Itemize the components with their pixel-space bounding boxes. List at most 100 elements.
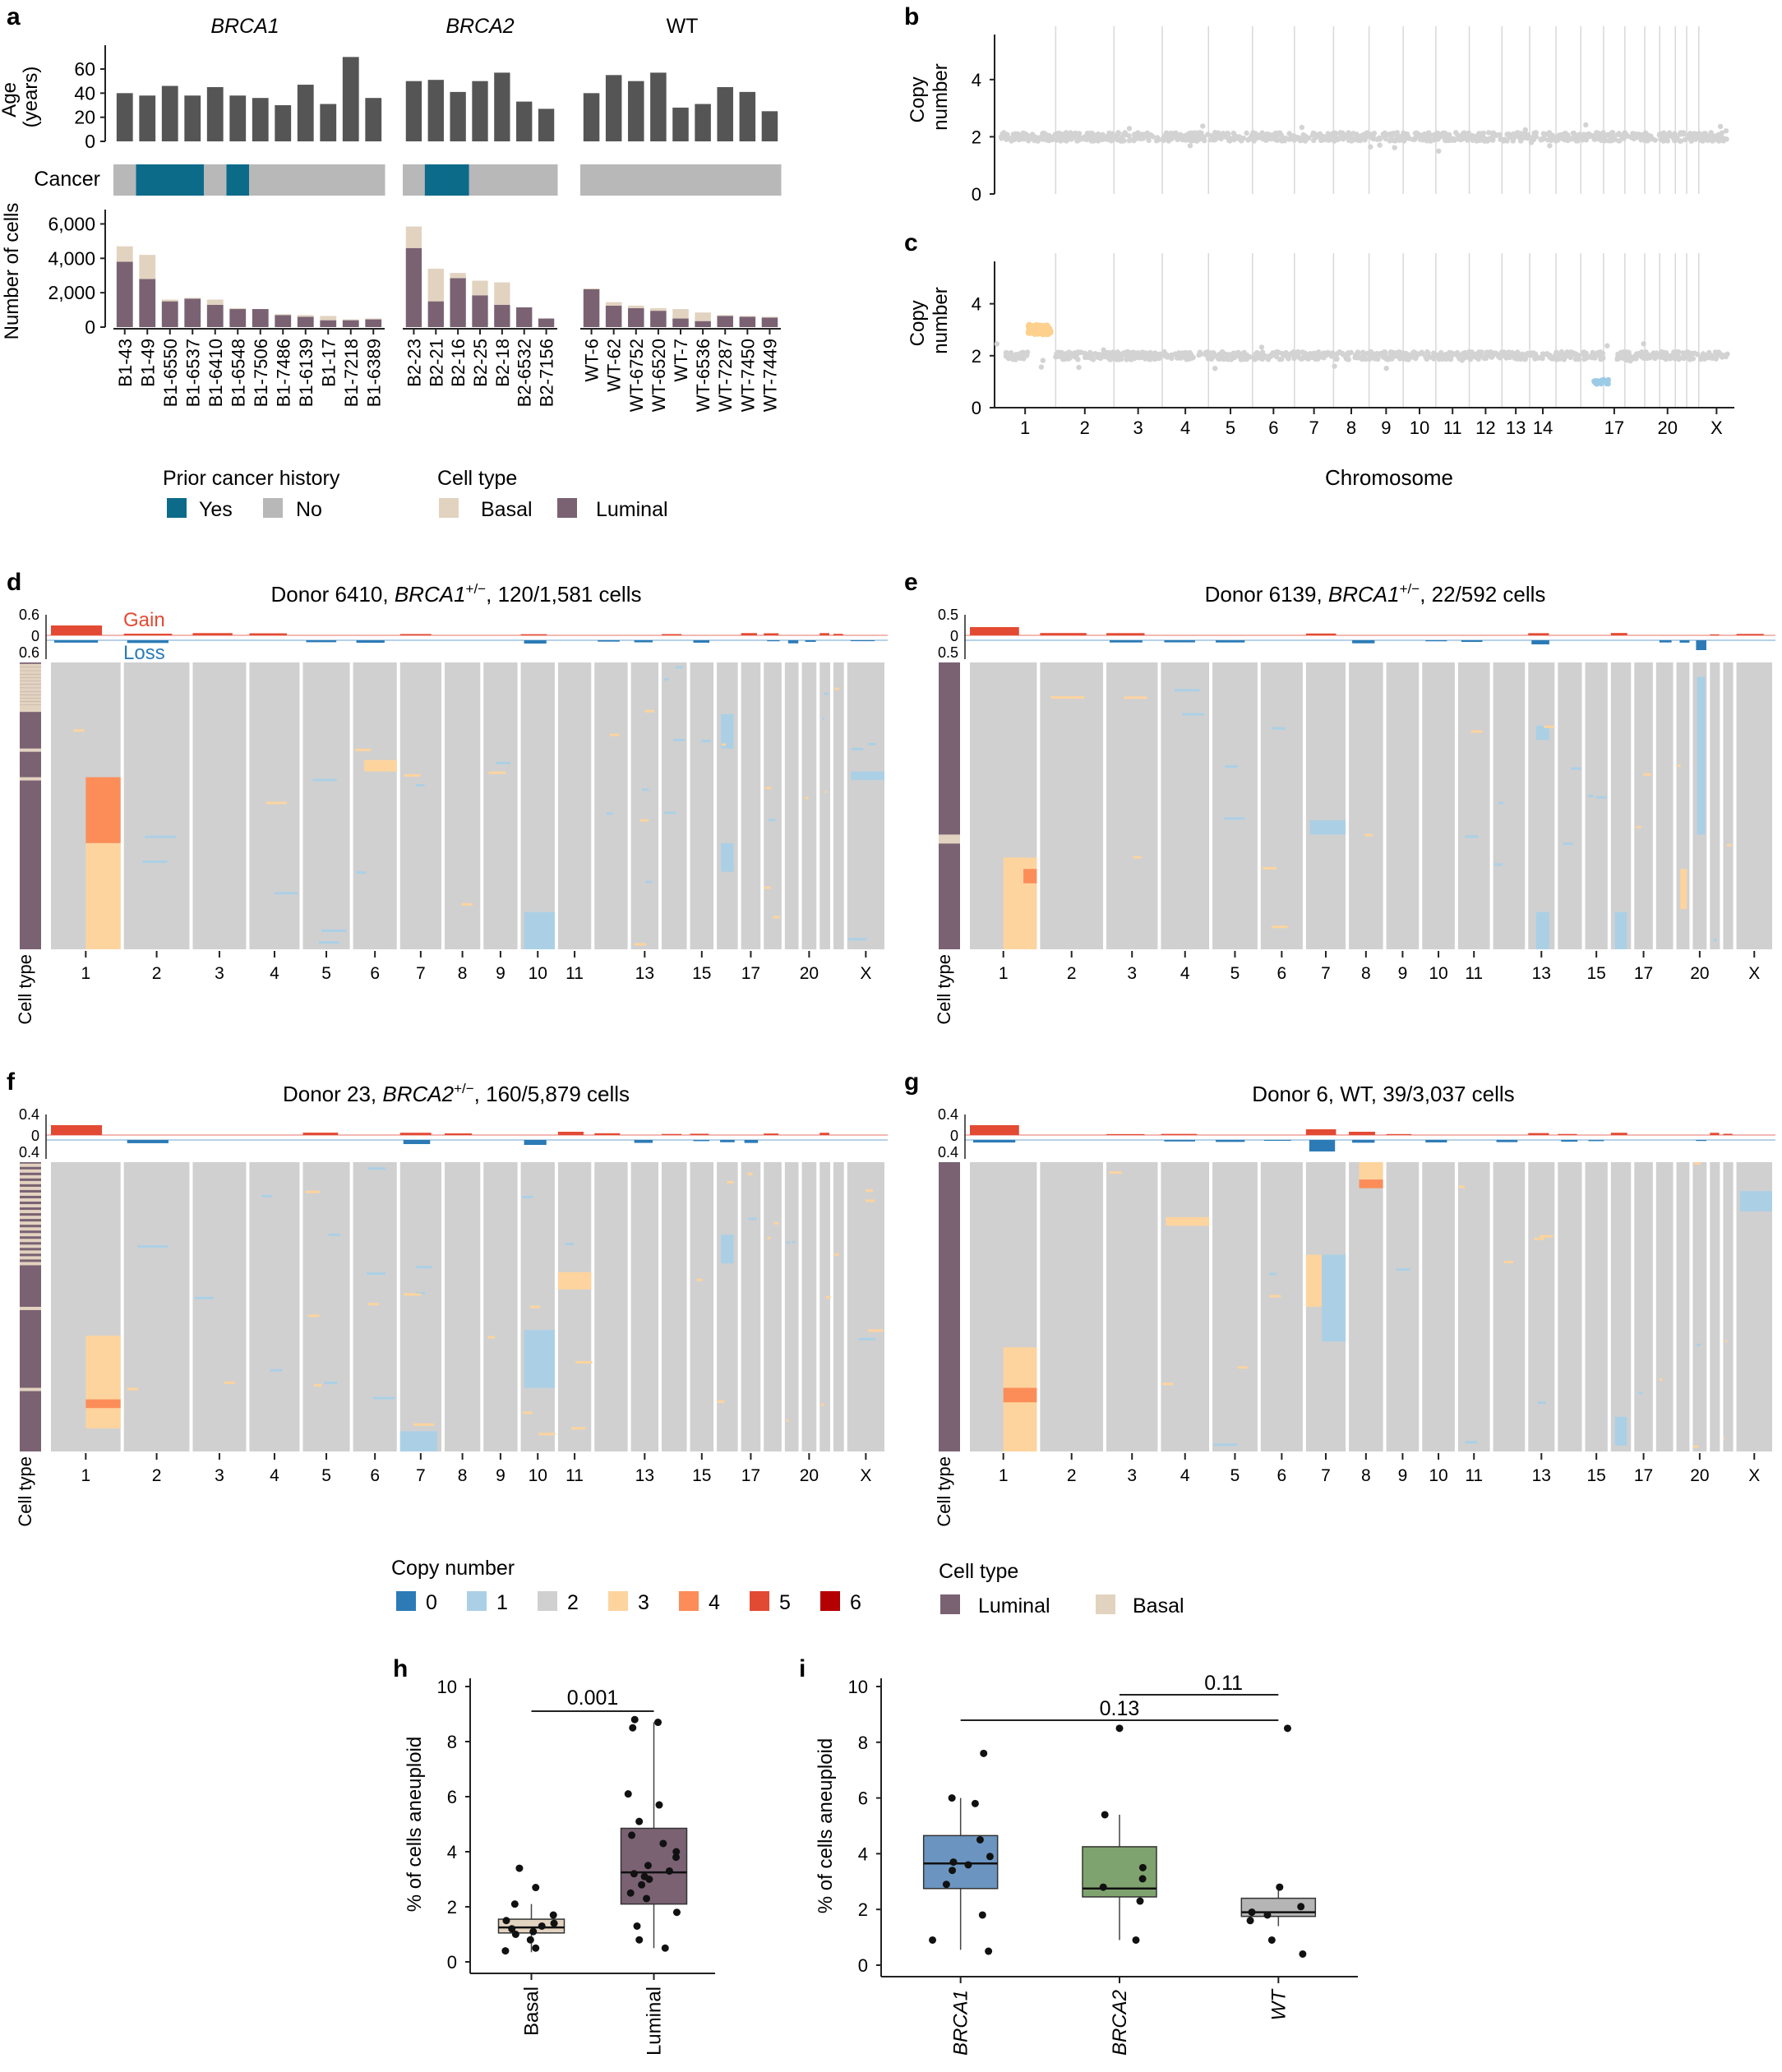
cn-point xyxy=(1003,353,1009,359)
c-ylabel: Copy number xyxy=(907,287,952,353)
cn-point xyxy=(1065,356,1072,362)
title-d: Donor 6410, BRCA1+/−, 120/1,581 cells xyxy=(271,581,642,607)
cn-speck xyxy=(1225,765,1239,768)
hm-xtick-label: 1 xyxy=(999,1466,1009,1485)
chromosome-column xyxy=(123,662,190,949)
cn-point xyxy=(1605,137,1612,144)
cn-segment xyxy=(85,1336,121,1428)
panel-letter-g: g xyxy=(904,1068,919,1096)
chromosome-column xyxy=(1655,662,1674,949)
box-point xyxy=(1132,1936,1140,1944)
basal-bar xyxy=(427,268,444,302)
track-tick-label: 0.4 xyxy=(19,1106,39,1123)
age-bar xyxy=(320,104,337,141)
gain-track-bar xyxy=(1736,634,1764,635)
basal-bar xyxy=(695,312,711,321)
cn-speck xyxy=(314,1384,322,1387)
cn-point xyxy=(1152,350,1158,356)
loss-point xyxy=(1594,380,1600,385)
cn-point xyxy=(1563,136,1569,142)
cancer-tile xyxy=(758,164,782,196)
cn-speck xyxy=(1263,866,1277,870)
cn-speck xyxy=(575,1361,593,1364)
donor-label: B1-7218 xyxy=(341,339,362,407)
cn-point xyxy=(1500,350,1506,357)
box-ytick-label: 8 xyxy=(858,1733,868,1753)
hm-xtick-label: 11 xyxy=(566,964,584,983)
cn-point xyxy=(1355,349,1361,355)
cell-type-axis-label: Cell type xyxy=(15,954,35,1025)
gain-point xyxy=(1027,326,1033,333)
gain-track-bar xyxy=(819,1133,829,1135)
box-point xyxy=(633,1922,641,1930)
cn-speck xyxy=(786,1419,789,1422)
basal-bar xyxy=(583,288,600,289)
cn-speck xyxy=(1268,1272,1277,1276)
cancer-tile xyxy=(580,164,603,196)
chromosome-column xyxy=(717,662,738,949)
hm-xtick-label: 15 xyxy=(692,964,711,983)
loss-track-bar xyxy=(1696,640,1706,650)
gain-track-bar xyxy=(1558,1133,1577,1135)
chromosome-column xyxy=(784,1162,799,1451)
donor-label: B1-43 xyxy=(115,339,136,387)
box-point xyxy=(654,1719,662,1727)
basal-row xyxy=(20,1210,41,1214)
hm-xtick-label: X xyxy=(1748,964,1760,983)
cn-outlier-point xyxy=(1392,145,1397,150)
chromosome-column xyxy=(630,1162,659,1451)
basal-row xyxy=(20,1256,41,1260)
panel-letter-i: i xyxy=(799,1655,806,1682)
box-point xyxy=(526,1936,534,1944)
chromosome-column xyxy=(784,662,799,949)
hm-xtick-label: 4 xyxy=(270,964,279,983)
loss-track-bar xyxy=(693,640,710,643)
box-point xyxy=(1248,1908,1256,1917)
age-tick-label: 40 xyxy=(74,82,95,104)
box-point xyxy=(985,1947,993,1955)
box-point xyxy=(630,1715,639,1724)
cn-point xyxy=(1101,353,1107,360)
cn-point xyxy=(1626,349,1632,355)
basal-bar xyxy=(342,319,359,321)
cn-speck xyxy=(867,1329,884,1332)
cn-outlier-point xyxy=(1600,350,1606,357)
cancer-tile xyxy=(691,164,715,196)
luminal-bar xyxy=(494,304,510,327)
cn-point xyxy=(1637,136,1644,141)
chromosome-column xyxy=(1710,662,1720,949)
legend-swatch-cn-6 xyxy=(820,1591,840,1611)
cn-point xyxy=(1476,353,1482,359)
cn-point xyxy=(1426,132,1433,137)
chromosome-column xyxy=(192,662,247,949)
panel-letters: a b c d e f g h i xyxy=(7,3,919,1682)
c-ylabel-line1: Copy xyxy=(907,300,929,346)
chromosome-column xyxy=(662,1162,687,1451)
chromosome-column xyxy=(819,662,830,949)
chromosome-column xyxy=(1692,1162,1707,1451)
legend-swatch-luminal xyxy=(940,1594,960,1614)
cn-speck xyxy=(194,1296,215,1299)
cn-point xyxy=(1259,349,1266,355)
cn-speck xyxy=(1723,1437,1725,1440)
cn-point xyxy=(1645,138,1650,144)
cn-point xyxy=(1035,138,1041,144)
hm-xtick-label: 2 xyxy=(1067,1466,1077,1485)
cn-speck xyxy=(1364,833,1373,837)
basal-row xyxy=(20,1186,41,1190)
cn-speck xyxy=(1659,1378,1663,1382)
cn-tick-label: 0 xyxy=(972,184,981,205)
cn-speck xyxy=(1271,925,1288,929)
cn-point xyxy=(1533,134,1540,140)
c-xtick-label: 9 xyxy=(1381,418,1391,438)
cn-segment xyxy=(721,713,734,749)
box-point xyxy=(532,1944,540,1952)
cn-tick-label: 2 xyxy=(972,127,981,147)
c-xtick-label: 8 xyxy=(1346,418,1356,438)
cn-point xyxy=(1671,132,1677,138)
hm-xtick-label: 13 xyxy=(1532,1466,1551,1485)
box-point xyxy=(515,1864,524,1872)
cn-speck xyxy=(529,1305,541,1308)
gain-track-bar xyxy=(399,1133,432,1135)
